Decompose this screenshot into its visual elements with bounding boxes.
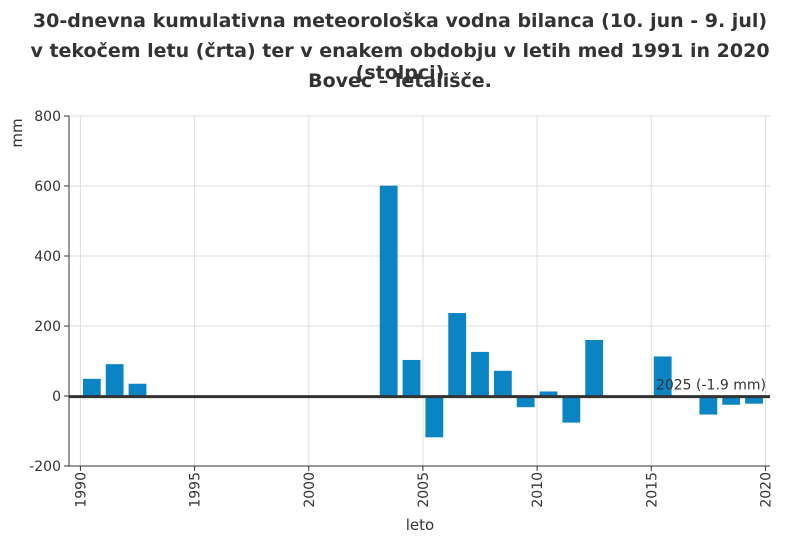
current-year-label: 2025 (-1.9 mm): [656, 378, 766, 394]
chart-title-line-3: Bovec – letališče.: [308, 70, 492, 92]
current-year-line-group: 2025 (-1.9 mm): [69, 378, 770, 399]
grid-lines: [69, 115, 770, 467]
bar-2010: [516, 396, 535, 408]
x-tick-label: 1990: [73, 472, 89, 508]
bar-2009: [493, 370, 512, 396]
bar-2013: [585, 340, 604, 396]
axes: -200 0 200 400 600 800 1990 1995 2000 2005 2010 201…: [29, 109, 774, 508]
y-tick-label: 600: [34, 179, 61, 195]
x-tick-label: 2015: [644, 472, 660, 508]
bar-2006: [425, 396, 444, 438]
y-tick-label: 400: [34, 249, 61, 265]
bar-1991: [82, 378, 101, 396]
bar-2016: [653, 356, 672, 396]
x-tick-label: 2005: [416, 472, 432, 508]
x-axis-label: leto: [406, 516, 434, 534]
x-tick-label: 2000: [302, 472, 318, 508]
plot-area: [69, 116, 770, 466]
bar-2004: [379, 185, 398, 396]
x-tick-label: 1995: [188, 472, 204, 508]
y-tick-label: 800: [34, 109, 61, 125]
bar-2011: [539, 391, 558, 396]
y-axis-label: mm: [8, 118, 26, 147]
y-tick-label: 0: [52, 389, 61, 405]
bars: [82, 185, 763, 438]
chart-title-line-1: 30-dnevna kumulativna meteorološka vodna…: [32, 10, 768, 32]
bar-2018: [699, 396, 718, 415]
bar-1992: [105, 364, 124, 396]
bar-2012: [562, 396, 581, 423]
bar-2020: [745, 396, 763, 404]
y-tick-label: -200: [29, 459, 61, 475]
y-tick-label: 200: [34, 319, 61, 335]
bar-2019: [722, 396, 741, 405]
x-tick-label: 2010: [530, 472, 546, 508]
bar-2008: [471, 351, 489, 396]
bar-2007: [448, 313, 467, 396]
chart-title-line-2: v tekočem letu (črta) ter v enakem obdob…: [30, 40, 770, 84]
bar-1993: [128, 383, 147, 396]
x-tick-label: 2020: [758, 472, 774, 508]
bar-2005: [402, 359, 421, 396]
